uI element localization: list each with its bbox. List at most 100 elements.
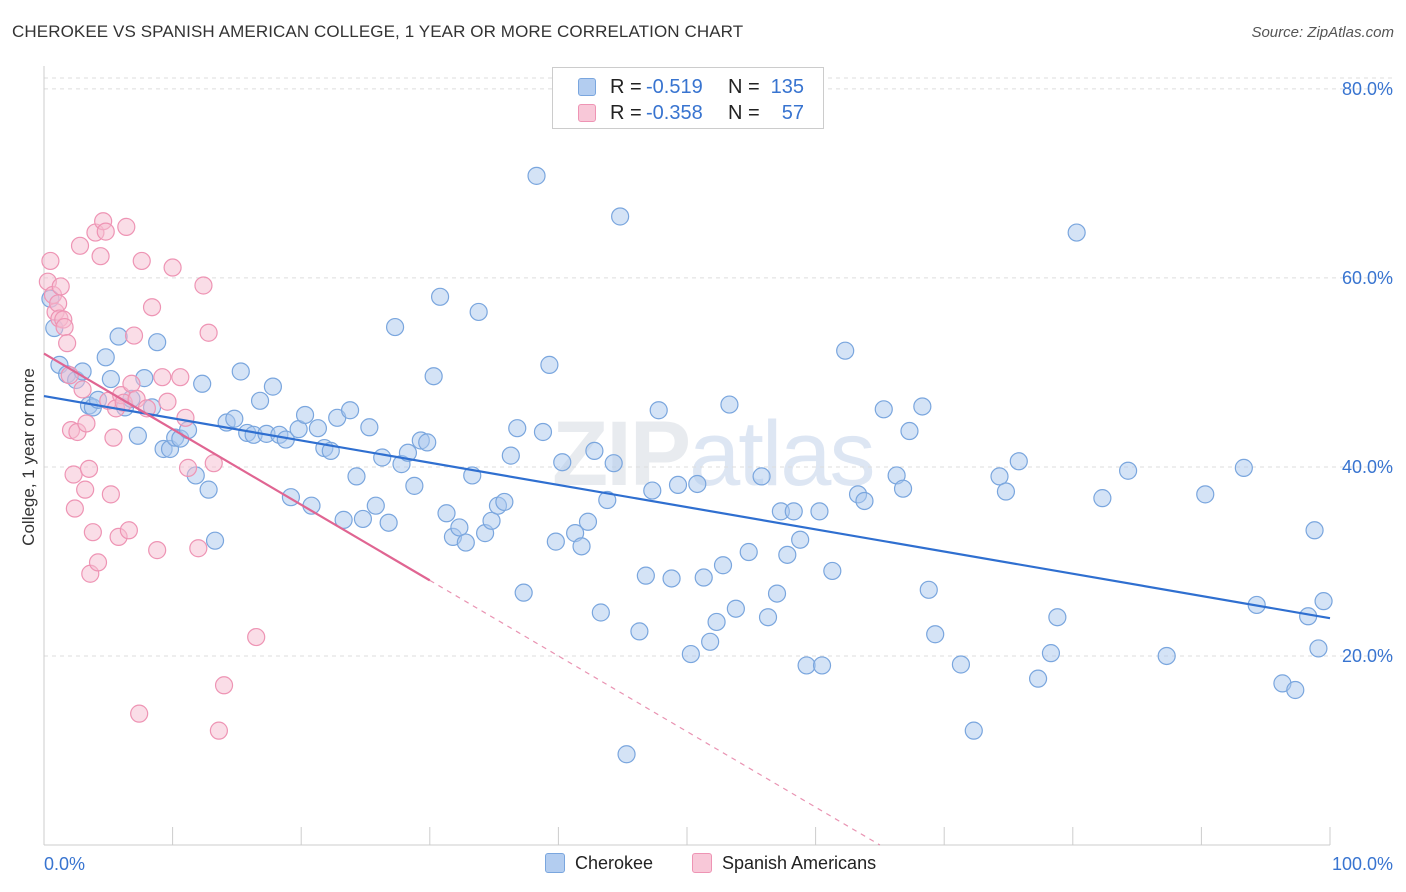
cherokee-point [379, 513, 398, 532]
cherokee-point [1286, 680, 1305, 700]
cherokee-point [681, 644, 700, 664]
spanish-point [119, 521, 138, 540]
cherokee-point [604, 454, 623, 473]
cherokee-point [707, 612, 726, 632]
cherokee-point [893, 479, 913, 498]
cherokee-point [1305, 521, 1324, 540]
cherokee-point [572, 537, 591, 556]
cherokee-point [553, 453, 572, 472]
cherokee-legend-swatch [545, 853, 565, 873]
y-axis-label: College, 1 year or more [19, 368, 38, 546]
cherokee-point [546, 532, 565, 551]
spanish-swatch [578, 104, 596, 122]
cherokee-trendline [43, 394, 1331, 620]
cherokee-point [508, 419, 527, 438]
cherokee-point [148, 333, 167, 352]
cherokee-point [791, 530, 810, 549]
spanish-point [96, 222, 115, 241]
spanish-point [209, 721, 228, 740]
cherokee-legend-label: Cherokee [575, 853, 654, 873]
cherokee-point [418, 433, 437, 452]
cherokee-point [360, 418, 379, 437]
cherokee-point [405, 476, 424, 495]
cherokee-point [611, 207, 630, 226]
cherokee-point [231, 362, 250, 381]
cherokee-point [643, 481, 662, 500]
cherokee-point [1048, 608, 1067, 627]
cherokee-point [1093, 489, 1112, 508]
cherokee-point [1314, 592, 1333, 611]
cherokee-point [855, 491, 874, 511]
cherokee-n-value: 135 [770, 76, 804, 98]
spanish-point [49, 294, 68, 313]
cherokee-point [540, 355, 559, 374]
cherokee-point [1118, 461, 1138, 480]
cherokee-point [527, 166, 546, 185]
cherokee-point [469, 302, 488, 322]
spanish-point [65, 499, 84, 518]
cherokee-point [205, 531, 225, 550]
correlation-legend: R = -0.519 N = 135 R = -0.358 N = 57 [552, 67, 824, 129]
spanish-legend-label: Spanish Americans [722, 853, 877, 873]
spanish-point [101, 485, 120, 504]
cherokee-point [752, 467, 771, 486]
spanish-point [73, 380, 92, 399]
spanish-point [132, 251, 151, 271]
spanish-point [70, 236, 90, 255]
x-tick-label: 0.0% [44, 854, 85, 874]
spanish-point [91, 247, 110, 266]
spanish-point [83, 523, 102, 542]
cherokee-point [812, 656, 832, 675]
cherokee-point [366, 496, 385, 515]
spanish-point [148, 541, 167, 560]
spanish-point [130, 704, 149, 723]
cherokee-point [430, 287, 450, 306]
spanish-point [77, 414, 96, 433]
cherokee-point [96, 348, 115, 367]
cherokee-point [591, 603, 610, 622]
y-tick-label: 20.0% [1342, 646, 1393, 666]
cherokee-point [456, 533, 475, 552]
cherokee-point [193, 374, 212, 393]
spanish-n-value: 57 [781, 102, 804, 124]
cherokee-point [784, 502, 803, 521]
cherokee-point [578, 512, 598, 531]
cherokee-point [501, 446, 520, 465]
spanish-point [55, 317, 74, 337]
cherokee-point [701, 632, 720, 651]
cherokee-point [1196, 485, 1215, 504]
spanish-point [214, 676, 234, 695]
cherokee-point [720, 395, 739, 414]
cherokee-point [649, 401, 668, 420]
cherokee-point [1067, 223, 1086, 242]
cherokee-point [437, 504, 456, 523]
spanish-r-value: -0.358 [646, 102, 703, 124]
cherokee-point [334, 510, 353, 529]
cherokee-point [874, 400, 893, 419]
cherokee-point [308, 419, 328, 438]
cherokee-point [1041, 644, 1061, 663]
cherokee-point [951, 655, 971, 674]
spanish-point [79, 459, 99, 478]
spanish-point [117, 217, 136, 236]
cherokee-point [385, 317, 405, 337]
cherokee-point [990, 467, 1009, 486]
r-label: R = [610, 76, 642, 98]
cherokee-point [347, 467, 366, 486]
cherokee-point [128, 426, 147, 445]
spanish-point [194, 276, 213, 295]
cherokee-point [636, 566, 655, 585]
cherokee-point [767, 584, 787, 603]
cherokee-point [101, 369, 120, 389]
cherokee-point [688, 474, 707, 494]
spanish-point [124, 326, 144, 345]
r-label: R = [610, 102, 642, 124]
cherokee-point [900, 421, 919, 441]
cherokee-point [694, 568, 713, 587]
cherokee-point [295, 405, 315, 425]
cherokee-point [495, 492, 514, 512]
cherokee-point [662, 569, 681, 588]
cherokee-point [996, 482, 1016, 501]
y-tick-label: 40.0% [1342, 457, 1393, 477]
